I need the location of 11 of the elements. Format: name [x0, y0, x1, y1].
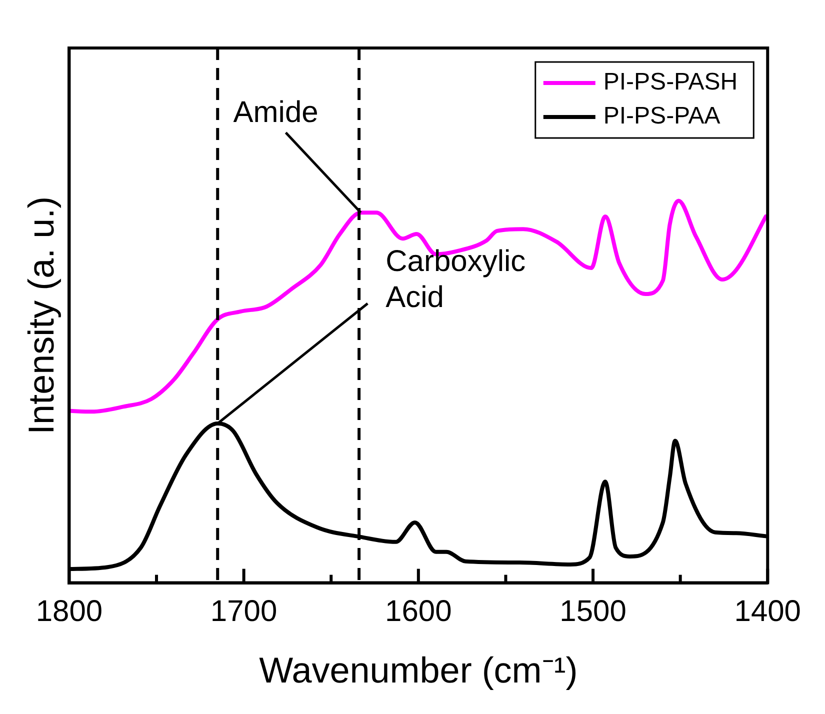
x-tick-label: 1700 [210, 595, 278, 628]
legend-label: PI-PS-PAA [603, 102, 720, 130]
annotation: Carboxylic Acid [386, 244, 526, 314]
x-tick-label: 1600 [385, 595, 452, 628]
x-tick-label: 1800 [36, 595, 103, 628]
x-tick-label: 1400 [734, 595, 802, 628]
x-axis-title: Wavenumber (cm⁻¹) [259, 649, 578, 690]
y-axis-title: Intensity (a. u.) [20, 196, 62, 434]
x-tick-label: 1500 [560, 595, 626, 628]
legend-label: PI-PS-PASH [603, 68, 738, 96]
annotation: Amide [233, 96, 318, 129]
